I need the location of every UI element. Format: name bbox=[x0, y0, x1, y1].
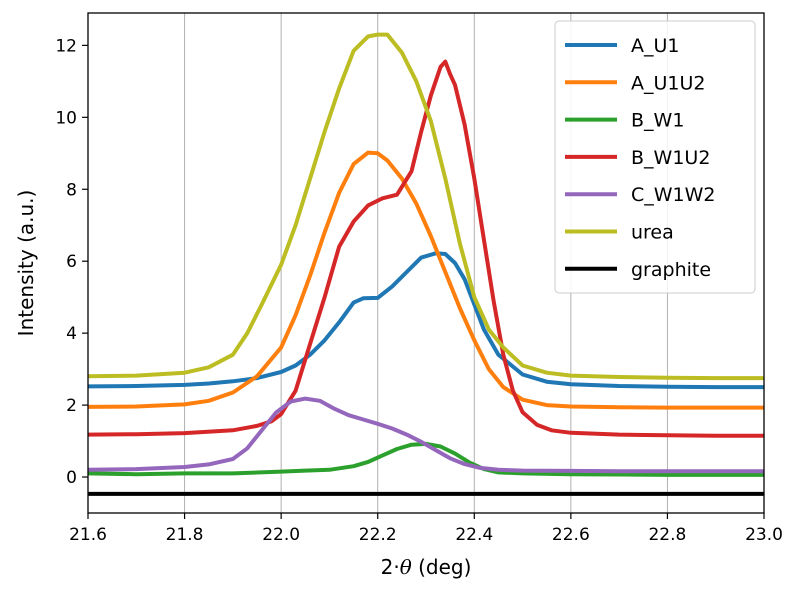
y-tick-label: 10 bbox=[55, 108, 77, 128]
x-tick-label: 22.0 bbox=[262, 525, 300, 545]
x-tick-label: 22.8 bbox=[648, 525, 686, 545]
x-axis-label-theta: θ bbox=[400, 555, 412, 579]
x-tick-label: 21.6 bbox=[69, 525, 107, 545]
series-line-b-w1 bbox=[87, 441, 764, 477]
legend-label: urea bbox=[631, 222, 674, 244]
series-lines bbox=[87, 32, 764, 496]
legend-label: B_W1U2 bbox=[631, 147, 710, 169]
series-line-a-u1u2 bbox=[87, 150, 764, 410]
x-axis-label-unit: (deg) bbox=[412, 555, 472, 579]
legend-box bbox=[554, 20, 756, 294]
legend-label: A_U1 bbox=[631, 35, 680, 57]
x-axis-label: 2·θ (deg) bbox=[381, 555, 472, 579]
y-tick-label: 12 bbox=[55, 36, 77, 56]
legend-label: C_W1W2 bbox=[631, 184, 716, 206]
x-axis-label-prefix: 2· bbox=[381, 555, 400, 579]
plot-frame bbox=[87, 12, 765, 514]
y-tick-label: 6 bbox=[66, 252, 77, 272]
x-tick-label: 21.8 bbox=[166, 525, 204, 545]
x-axis-ticks: 21.6 21.8 22.0 22.2 22.4 22.6 22.8 23.0 bbox=[69, 513, 783, 545]
legend-label: B_W1 bbox=[631, 110, 684, 132]
series-line-c-w1w2 bbox=[87, 396, 764, 474]
y-axis-ticks: 0 2 4 6 8 10 12 bbox=[55, 36, 88, 488]
legend-label: A_U1U2 bbox=[631, 72, 706, 94]
y-tick-label: 0 bbox=[66, 468, 77, 488]
x-tick-label: 22.4 bbox=[455, 525, 493, 545]
series-line-b-w1u2 bbox=[87, 59, 764, 438]
series-line-urea bbox=[87, 32, 764, 381]
x-tick-label: 23.0 bbox=[745, 525, 783, 545]
y-tick-label: 8 bbox=[66, 180, 77, 200]
y-axis-label: Intensity (a.u.) bbox=[14, 190, 38, 337]
legend-label: graphite bbox=[631, 259, 711, 281]
y-tick-label: 2 bbox=[66, 396, 77, 416]
x-tick-label: 22.2 bbox=[359, 525, 397, 545]
x-tick-label: 22.6 bbox=[552, 525, 590, 545]
y-tick-label: 4 bbox=[66, 324, 77, 344]
